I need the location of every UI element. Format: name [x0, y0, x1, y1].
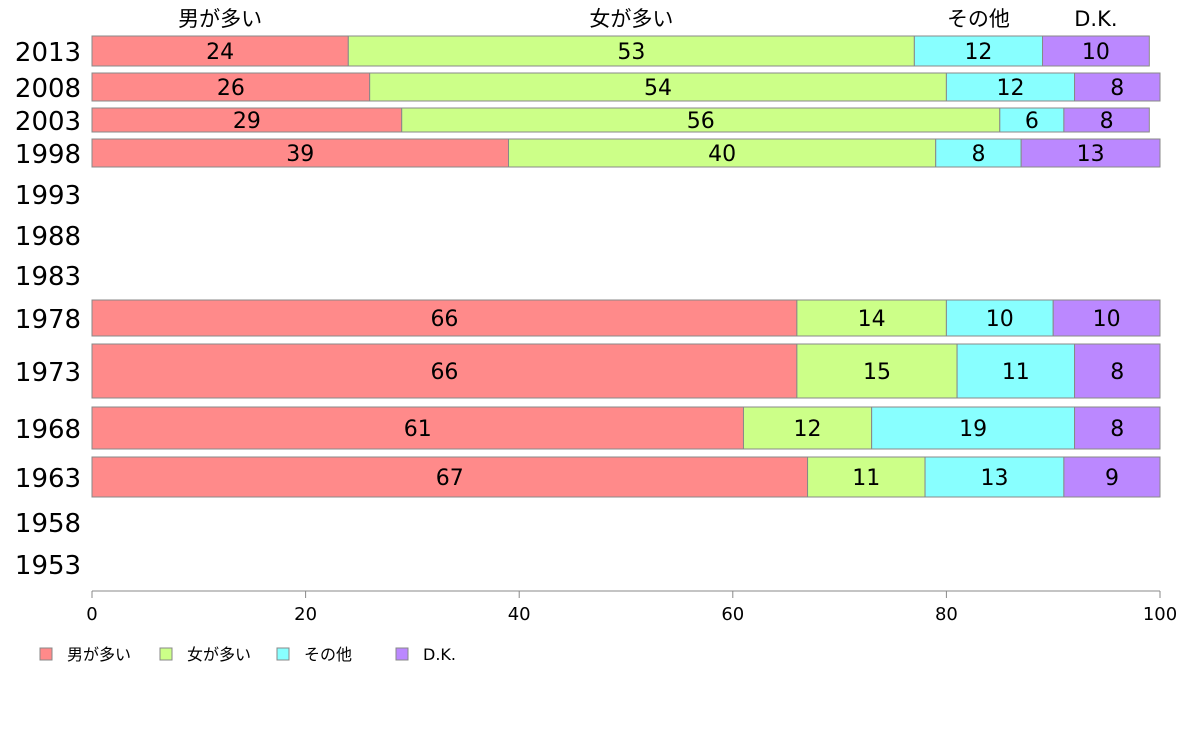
- bar-segment-series: [956, 343, 1076, 399]
- year-label: 2013: [15, 38, 81, 68]
- bar-segment-d-k: [1074, 406, 1161, 450]
- x-tick-label: 40: [508, 604, 531, 625]
- column-header: 女が多い: [589, 7, 673, 31]
- bar-segment-d-k: [1074, 72, 1161, 102]
- legend-label: 男が多い: [67, 645, 131, 664]
- bars: 24 53 12 10 26 54 12 8 29 56 6 8 39 40 8 13 66 14 10 10 66 15…: [91, 35, 1161, 498]
- data-label: 8: [1100, 109, 1114, 134]
- bar-segment-series: [91, 35, 349, 67]
- data-label: 8: [1110, 417, 1124, 442]
- data-label: 24: [206, 40, 234, 65]
- legend: 男が多い 女が多い その他 D.K.: [39, 645, 456, 664]
- bar-segment-d-k: [1042, 35, 1150, 67]
- data-label: 11: [852, 466, 880, 491]
- legend-swatch: [39, 647, 53, 661]
- data-label: 40: [708, 142, 736, 167]
- year-label: 1953: [15, 551, 81, 581]
- x-tick-label: 0: [86, 604, 97, 625]
- year-label: 1988: [15, 222, 81, 252]
- year-label: 2008: [15, 74, 81, 104]
- bar-segment-series: [871, 406, 1076, 450]
- bar-segment-series: [945, 72, 1076, 102]
- x-tick-label: 100: [1143, 604, 1177, 625]
- legend-label: 女が多い: [187, 645, 251, 664]
- x-tick-label: 60: [721, 604, 744, 625]
- bar-segment-series: [913, 35, 1044, 67]
- bar-segment-d-k: [1020, 138, 1161, 168]
- data-label: 14: [858, 307, 886, 332]
- year-label: 1958: [15, 509, 81, 539]
- data-label: 12: [794, 417, 822, 442]
- bar-segment-series: [91, 299, 798, 337]
- bar-segment-series: [796, 343, 958, 399]
- legend-label: その他: [304, 645, 352, 664]
- bar-segment-series: [924, 456, 1065, 498]
- bar-segment-d-k: [1052, 299, 1161, 337]
- data-label: 11: [1002, 360, 1030, 385]
- bar-segment-d-k: [1063, 456, 1161, 498]
- bar-segment-series: [369, 72, 947, 102]
- data-label: 13: [1077, 142, 1105, 167]
- data-label: 56: [687, 109, 715, 134]
- data-label: 67: [436, 466, 464, 491]
- data-label: 8: [1110, 76, 1124, 101]
- data-label: 6: [1025, 109, 1039, 134]
- data-label: 8: [971, 142, 985, 167]
- bar-segment-series: [91, 406, 744, 450]
- legend-swatch: [276, 647, 290, 661]
- data-label: 19: [959, 417, 987, 442]
- data-label: 12: [996, 76, 1024, 101]
- year-label: 1978: [15, 305, 81, 335]
- bar-segment-series: [945, 299, 1054, 337]
- year-label: 1998: [15, 140, 81, 170]
- bar-segment-series: [401, 107, 1001, 133]
- data-label: 12: [964, 40, 992, 65]
- data-label: 8: [1110, 360, 1124, 385]
- bar-segment-series: [796, 299, 947, 337]
- bar-segment-series: [91, 456, 809, 498]
- legend-swatch: [395, 647, 409, 661]
- bar-segment-series: [91, 107, 403, 133]
- data-label: 66: [430, 360, 458, 385]
- bar-segment-series: [347, 35, 915, 67]
- data-label: 10: [1082, 40, 1110, 65]
- year-label: 1983: [15, 262, 81, 292]
- data-label: 54: [644, 76, 672, 101]
- year-label: 1973: [15, 358, 81, 388]
- column-header: D.K.: [1074, 7, 1117, 31]
- data-label: 10: [1093, 307, 1121, 332]
- year-label: 1993: [15, 181, 81, 211]
- data-label: 66: [430, 307, 458, 332]
- year-label: 2003: [15, 107, 81, 137]
- year-label: 1963: [15, 464, 81, 494]
- bar-segment-d-k: [1063, 107, 1150, 133]
- data-label: 10: [986, 307, 1014, 332]
- x-tick-label: 20: [294, 604, 317, 625]
- bar-segment-series: [91, 72, 371, 102]
- bar-segment-series: [91, 138, 510, 168]
- bar-segment-series: [508, 138, 937, 168]
- legend-swatch: [159, 647, 173, 661]
- column-header: その他: [947, 7, 1010, 31]
- column-header: 男が多い: [178, 7, 262, 31]
- data-label: 39: [286, 142, 314, 167]
- data-label: 9: [1105, 466, 1119, 491]
- data-label: 61: [404, 417, 432, 442]
- data-label: 26: [217, 76, 245, 101]
- data-label: 13: [980, 466, 1008, 491]
- bar-segment-d-k: [1074, 343, 1161, 399]
- x-tick-label: 80: [935, 604, 958, 625]
- bar-segment-series: [91, 343, 798, 399]
- year-label: 1968: [15, 415, 81, 445]
- data-label: 53: [617, 40, 645, 65]
- data-label: 29: [233, 109, 261, 134]
- x-axis: 0 20 40 60 80 100: [86, 590, 1177, 625]
- column-headers: 男が多い 女が多い その他 D.K.: [178, 7, 1117, 31]
- data-label: 15: [863, 360, 891, 385]
- legend-label: D.K.: [423, 645, 456, 664]
